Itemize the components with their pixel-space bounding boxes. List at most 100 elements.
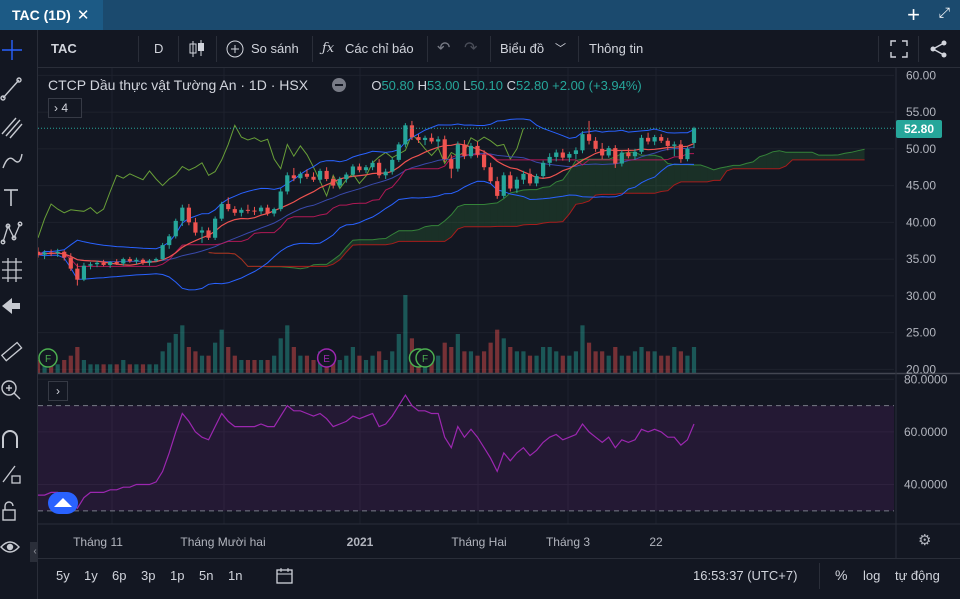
eye-icon[interactable] bbox=[0, 541, 20, 553]
candles bbox=[38, 120, 697, 286]
last-price-label: 52.80 bbox=[896, 120, 942, 138]
cloud-segment bbox=[477, 204, 485, 227]
cloud-segment bbox=[398, 230, 406, 242]
volume-bar bbox=[462, 351, 467, 373]
cloud-segment bbox=[503, 192, 511, 227]
magnet-icon[interactable] bbox=[1, 430, 18, 448]
chart-tab[interactable]: TAC (1D) ✕ bbox=[0, 0, 104, 30]
volume-bar bbox=[62, 360, 67, 373]
volume-bar bbox=[173, 334, 178, 373]
volume-bar bbox=[606, 355, 611, 373]
candle-body bbox=[101, 262, 106, 265]
back-arrow-icon[interactable] bbox=[2, 298, 20, 314]
text-tool-icon[interactable] bbox=[4, 189, 18, 206]
ruler-icon[interactable] bbox=[0, 341, 23, 362]
candle-body bbox=[81, 265, 87, 280]
cloud-segment bbox=[359, 239, 366, 245]
volume-bar bbox=[573, 351, 579, 373]
close-label: C bbox=[506, 78, 516, 93]
rsi-band-fill bbox=[38, 405, 894, 511]
candle-type-icon[interactable] bbox=[188, 39, 206, 59]
cloud-segment bbox=[825, 155, 832, 160]
settings-gear-icon[interactable]: ⚙ bbox=[918, 532, 932, 549]
candle-body bbox=[495, 181, 500, 196]
indicators-button[interactable]: Các chỉ báo bbox=[345, 41, 414, 56]
volume-bar bbox=[363, 360, 369, 373]
goto-date-icon[interactable] bbox=[276, 567, 294, 585]
range-button-1n[interactable]: 1n bbox=[228, 568, 243, 583]
pattern-tool-icon[interactable] bbox=[0, 221, 23, 245]
candle-body bbox=[42, 252, 47, 255]
percent-scale-button[interactable]: % bbox=[835, 567, 848, 583]
range-button-5n[interactable]: 5n bbox=[199, 568, 214, 583]
close-icon[interactable]: ✕ bbox=[76, 7, 90, 24]
redo-icon[interactable]: ↷ bbox=[464, 40, 478, 57]
rsi-toggle-button[interactable]: › bbox=[48, 381, 68, 401]
volume-bar bbox=[652, 351, 657, 373]
price-chart[interactable]: FEFF20.0025.0030.0035.0040.0045.0050.005… bbox=[38, 68, 960, 558]
fib-tool-icon[interactable] bbox=[1, 117, 23, 139]
info-button[interactable]: Thông tin bbox=[589, 41, 644, 56]
volume-bar bbox=[298, 355, 303, 373]
collapse-toolbar-button[interactable]: ‹ bbox=[30, 542, 40, 562]
trend-line-icon[interactable] bbox=[0, 77, 22, 101]
candle-body bbox=[173, 220, 178, 237]
cloud-segment bbox=[805, 152, 813, 160]
low-label: L bbox=[463, 78, 471, 93]
candle-body bbox=[554, 152, 559, 157]
volume-bar bbox=[350, 347, 355, 373]
indicator-toggle-button[interactable]: › 4 bbox=[48, 98, 82, 118]
candle-body bbox=[55, 251, 60, 254]
range-button-5y[interactable]: 5y bbox=[56, 568, 70, 583]
range-button-3p[interactable]: 3p bbox=[141, 568, 156, 583]
brush-icon[interactable] bbox=[2, 153, 23, 169]
candle-body bbox=[396, 144, 401, 160]
fullscreen-icon[interactable] bbox=[890, 40, 908, 58]
indicators-fx-icon[interactable]: ƒx bbox=[322, 41, 335, 56]
candle-body bbox=[377, 162, 382, 176]
cloud-segment bbox=[759, 154, 767, 169]
time-tick-label: 2021 bbox=[347, 535, 374, 549]
log-scale-button[interactable]: log bbox=[863, 568, 881, 583]
chevron-down-icon[interactable]: ﹀ bbox=[555, 43, 566, 55]
crosshair-icon[interactable] bbox=[2, 40, 22, 60]
candle-body bbox=[245, 209, 251, 211]
legend-title: CTCP Dầu thực vật Tường An · 1D · HSX bbox=[48, 77, 309, 93]
expand-icon[interactable]: ⤢ bbox=[938, 4, 950, 20]
range-button-1y[interactable]: 1y bbox=[84, 568, 98, 583]
cloud-segment bbox=[766, 151, 773, 169]
lock-icon[interactable] bbox=[2, 501, 16, 521]
zoom-in-icon[interactable] bbox=[1, 380, 21, 400]
lock-draw-icon[interactable] bbox=[2, 465, 21, 484]
compare-button[interactable]: So sánh bbox=[251, 41, 299, 56]
candle-body bbox=[593, 140, 598, 149]
volume-bar bbox=[527, 355, 533, 373]
candle-body bbox=[108, 262, 113, 265]
chart-menu-button[interactable]: Biểu đồ bbox=[500, 41, 545, 56]
cloud-segment bbox=[490, 202, 498, 227]
undo-icon[interactable]: ↶ bbox=[437, 40, 451, 57]
candle-body bbox=[147, 260, 152, 263]
rsi-line bbox=[38, 393, 695, 510]
symbol-search-button[interactable]: TAC bbox=[51, 41, 77, 56]
range-button-6p[interactable]: 6p bbox=[112, 568, 127, 583]
candle-body bbox=[508, 175, 513, 189]
volume-bar bbox=[547, 347, 552, 373]
volume-bar bbox=[88, 364, 93, 373]
tradingview-logo-icon[interactable] bbox=[48, 492, 78, 514]
volume-bar bbox=[38, 360, 41, 373]
dividend-marker-label: F bbox=[422, 354, 428, 365]
auto-scale-button[interactable]: tự động bbox=[895, 568, 940, 583]
prediction-tool-icon[interactable] bbox=[2, 258, 22, 282]
candle-body bbox=[455, 144, 460, 169]
interval-button[interactable]: D bbox=[154, 41, 164, 56]
range-button-1p[interactable]: 1p bbox=[170, 568, 185, 583]
share-icon[interactable] bbox=[930, 40, 948, 58]
hide-series-icon[interactable] bbox=[331, 78, 346, 92]
compare-plus-icon[interactable] bbox=[226, 40, 244, 58]
plus-icon[interactable]: + bbox=[907, 2, 920, 27]
chevron-right-icon: › bbox=[54, 101, 58, 115]
volume-bar bbox=[357, 355, 362, 373]
candle-body bbox=[573, 150, 579, 154]
cloud-segment bbox=[451, 206, 458, 238]
